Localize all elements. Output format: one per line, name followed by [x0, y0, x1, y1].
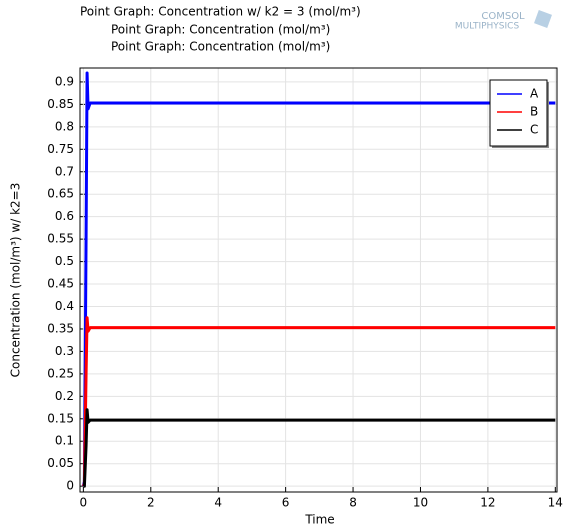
y-tick-label: 0.35 — [47, 321, 74, 335]
y-tick-label: 0.6 — [55, 209, 74, 223]
y-tick-label: 0.2 — [55, 389, 74, 403]
x-tick-label: 2 — [147, 496, 155, 510]
y-tick-label: 0.55 — [47, 232, 74, 246]
logo-icon — [534, 10, 552, 28]
plot-area — [80, 68, 557, 492]
plot-frame — [79, 67, 558, 493]
y-tick-label: 0.5 — [55, 254, 74, 268]
title: Point Graph: Concentration w/ k2 = 3 (mo… — [80, 5, 361, 19]
legend-label: A — [530, 87, 539, 101]
x-tick-label: 8 — [349, 496, 357, 510]
y-axis-label: Concentration (mol/m³) w/ k2=3 — [9, 183, 23, 378]
x-tick-label: 4 — [214, 496, 222, 510]
legend-label: B — [530, 105, 538, 119]
y-tick-label: 0.85 — [47, 97, 74, 111]
logo-text: COMSOL — [481, 11, 525, 22]
logo-text: MULTIPHYSICS — [455, 22, 520, 32]
y-tick-label: 0.8 — [55, 119, 74, 133]
x-tick-label: 14 — [548, 496, 563, 510]
y-tick-label: 0.7 — [55, 164, 74, 178]
legend — [489, 79, 548, 147]
series-line — [82, 408, 556, 488]
title: Point Graph: Concentration (mol/m³) — [111, 23, 330, 37]
x-tick-label: 0 — [80, 496, 88, 510]
y-tick-label: 0.25 — [47, 366, 74, 380]
x-axis-label: Time — [304, 513, 334, 527]
title: Point Graph: Concentration (mol/m³) — [111, 40, 330, 54]
x-tick-label: 6 — [282, 496, 290, 510]
y-tick-label: 0.3 — [55, 344, 74, 358]
y-tick-label: 0 — [66, 479, 74, 493]
y-tick-label: 0.75 — [47, 142, 74, 156]
y-tick-label: 0.9 — [55, 74, 74, 88]
y-tick-label: 0.45 — [47, 277, 74, 291]
y-tick-label: 0.1 — [55, 434, 74, 448]
legend-label: C — [530, 123, 538, 137]
y-tick-label: 0.65 — [47, 187, 74, 201]
x-tick-label: 10 — [413, 496, 428, 510]
y-tick-label: 0.15 — [47, 411, 74, 425]
x-tick-label: 12 — [480, 496, 495, 510]
y-tick-label: 0.4 — [55, 299, 74, 313]
y-tick-label: 0.05 — [47, 456, 74, 470]
